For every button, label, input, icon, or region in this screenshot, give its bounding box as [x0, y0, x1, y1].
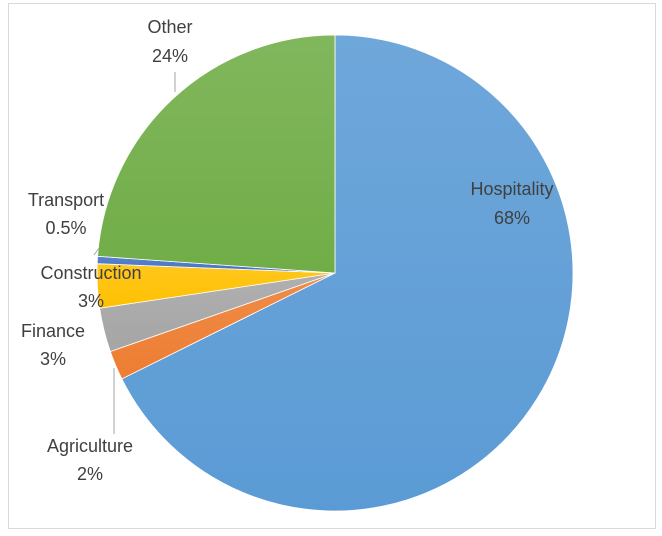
slice-value-transport: 0.5%	[45, 218, 86, 238]
slice-value-construction: 3%	[78, 291, 104, 311]
slice-value-other: 24%	[152, 46, 188, 66]
slice-label-agriculture: Agriculture	[47, 436, 133, 456]
slice-label-construction: Construction	[40, 263, 141, 283]
leader-line-transport	[93, 247, 100, 256]
pie-slice-other	[97, 34, 336, 274]
slice-label-finance: Finance	[21, 321, 85, 341]
slice-value-finance: 3%	[40, 349, 66, 369]
slice-value-hospitality: 68%	[494, 208, 530, 228]
pie-slice-hospitality	[121, 34, 574, 512]
slice-label-other: Other	[147, 17, 192, 37]
slice-label-transport: Transport	[28, 190, 104, 210]
slice-value-agriculture: 2%	[77, 464, 103, 484]
slice-label-hospitality: Hospitality	[470, 179, 553, 199]
